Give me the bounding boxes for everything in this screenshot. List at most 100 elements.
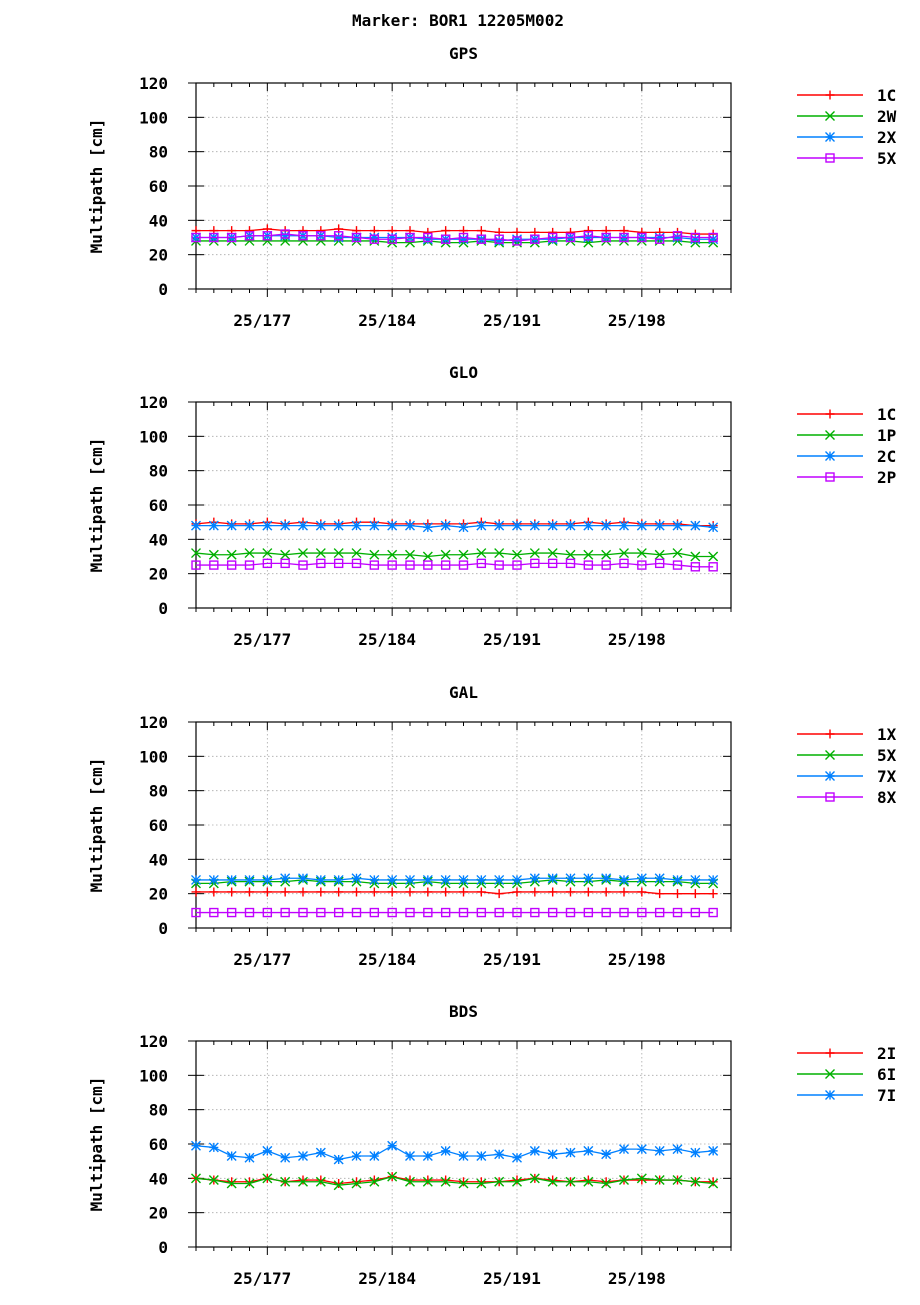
x-tick-label: 25/184 <box>358 1269 416 1288</box>
data-point <box>529 1173 540 1184</box>
panel-title: GLO <box>449 363 478 382</box>
data-point <box>708 232 718 243</box>
data-point <box>387 520 398 531</box>
data-point <box>476 1151 487 1162</box>
data-point <box>458 234 469 245</box>
data-point <box>637 887 647 897</box>
x-tick-label: 25/198 <box>608 630 666 649</box>
data-point <box>476 226 486 236</box>
data-point <box>601 549 612 560</box>
data-point <box>654 558 665 569</box>
data-point <box>440 907 451 918</box>
data-point <box>565 873 576 884</box>
data-point <box>244 1152 255 1163</box>
legend-marker <box>825 409 835 419</box>
legend-marker <box>825 111 835 121</box>
data-point <box>654 520 665 531</box>
data-point <box>333 548 344 559</box>
data-point <box>529 520 540 531</box>
data-point <box>672 1175 683 1186</box>
data-point <box>583 907 594 918</box>
data-point <box>458 1178 469 1189</box>
data-point <box>423 907 433 918</box>
y-tick-label: 120 <box>139 713 168 732</box>
data-point <box>637 560 647 570</box>
legend-entry: 7X <box>797 767 897 786</box>
data-point <box>244 231 255 241</box>
data-point <box>298 907 308 918</box>
data-point <box>316 231 326 241</box>
data-point <box>565 558 576 569</box>
data-point <box>690 562 701 572</box>
data-point <box>209 907 219 918</box>
data-point <box>315 874 326 885</box>
data-point <box>298 1176 308 1187</box>
data-point <box>369 874 380 885</box>
data-point <box>280 229 290 239</box>
data-point <box>690 889 700 899</box>
x-tick-label: 25/177 <box>233 950 291 969</box>
data-point <box>548 1175 558 1185</box>
y-tick-label: 0 <box>158 919 168 938</box>
data-point <box>226 520 237 531</box>
y-axis-label: Multipath [cm] <box>87 119 106 254</box>
y-tick-label: 120 <box>139 1032 168 1051</box>
data-point <box>405 520 415 531</box>
data-point <box>405 549 415 560</box>
data-point <box>708 1177 718 1187</box>
legend-marker <box>825 153 835 163</box>
data-point <box>208 520 219 531</box>
data-point <box>459 1177 468 1187</box>
data-point <box>405 874 415 885</box>
data-point <box>422 522 433 533</box>
panel-title: GPS <box>449 44 478 63</box>
legend-marker <box>825 1048 835 1058</box>
data-point <box>708 522 719 533</box>
data-point <box>476 520 487 531</box>
data-point <box>352 1177 361 1187</box>
data-point <box>191 548 201 559</box>
legend-label: 2P <box>877 468 896 487</box>
data-point <box>654 549 665 560</box>
data-point <box>333 558 344 569</box>
data-point <box>458 522 469 533</box>
y-tick-label: 20 <box>149 885 168 904</box>
data-point <box>690 1147 701 1158</box>
panel-title: GAL <box>449 683 478 702</box>
x-tick-label: 25/184 <box>358 311 416 330</box>
data-point <box>244 1178 255 1189</box>
series-2P <box>191 558 718 572</box>
series-line <box>196 877 714 881</box>
series-1X <box>191 887 718 899</box>
data-point <box>708 889 718 899</box>
data-point <box>226 549 237 560</box>
y-axis-label: Multipath [cm] <box>87 1077 106 1212</box>
data-point <box>244 548 255 559</box>
data-point <box>654 1145 665 1156</box>
x-tick-label: 25/177 <box>233 630 291 649</box>
legend-entry: 8X <box>797 788 897 807</box>
data-point <box>405 560 415 570</box>
data-point <box>262 520 273 531</box>
data-point <box>708 1145 719 1156</box>
data-point <box>298 560 308 570</box>
y-tick-label: 100 <box>139 1066 168 1085</box>
chart-panel-1: GLO Multipath [cm] 0 20 40 60 80 100 120 25/177 25… <box>87 363 896 649</box>
data-point <box>333 232 344 243</box>
data-point <box>529 1145 540 1156</box>
data-point <box>316 907 326 918</box>
data-point <box>512 234 522 245</box>
legend-marker <box>825 430 835 440</box>
data-point <box>583 1145 594 1156</box>
data-point <box>298 231 308 241</box>
data-point <box>387 560 397 570</box>
data-point <box>440 234 451 244</box>
data-point <box>547 232 558 243</box>
legend-marker <box>825 451 835 461</box>
data-point <box>405 1175 415 1185</box>
data-point <box>476 558 487 569</box>
data-point <box>226 232 237 243</box>
data-point <box>262 1173 273 1184</box>
